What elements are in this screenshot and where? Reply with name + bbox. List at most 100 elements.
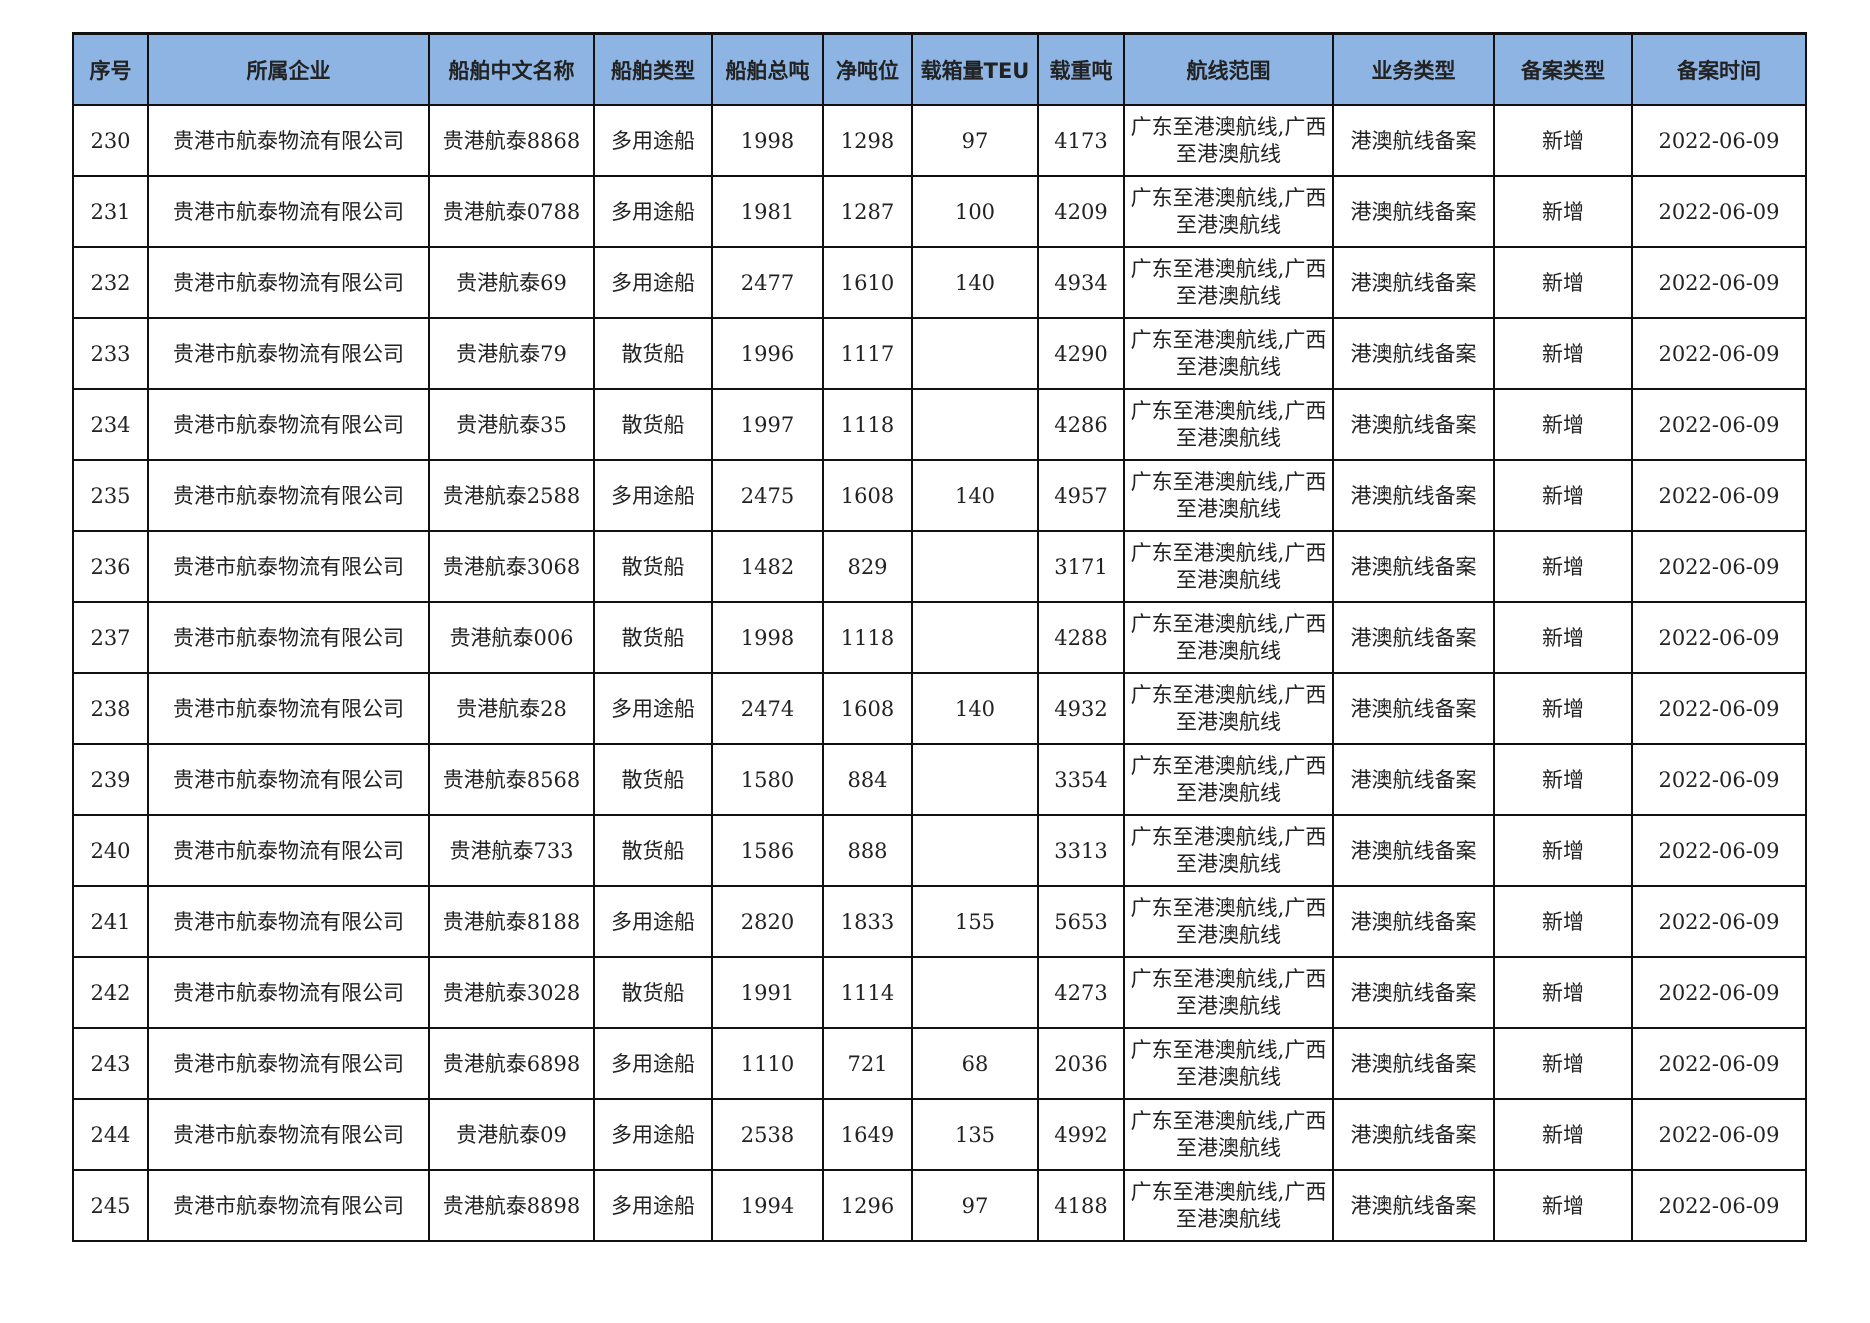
cell-ship-type: 多用途船: [593, 175, 713, 248]
cell-deadweight: 4286: [1037, 388, 1125, 461]
cell-business-type: 港澳航线备案: [1332, 459, 1495, 532]
table-row: 235 贵港市航泰物流有限公司 贵港航泰2588 多用途船 2475 1608 140 495…: [72, 459, 1807, 532]
cell-ship-name: 贵港航泰79: [428, 317, 595, 390]
cell-filing-date: 2022-06-09: [1631, 104, 1807, 177]
cell-ship-type: 多用途船: [593, 1027, 713, 1100]
column-header-deadweight: 载重吨: [1037, 32, 1125, 106]
cell-company: 贵港市航泰物流有限公司: [147, 246, 430, 319]
cell-filing-type: 新增: [1493, 175, 1633, 248]
cell-teu-capacity: 100: [911, 175, 1039, 248]
cell-filing-date: 2022-06-09: [1631, 317, 1807, 390]
cell-deadweight: 4932: [1037, 672, 1125, 745]
cell-filing-type: 新增: [1493, 743, 1633, 816]
cell-ship-type: 多用途船: [593, 459, 713, 532]
cell-business-type: 港澳航线备案: [1332, 743, 1495, 816]
cell-teu-capacity: [911, 814, 1039, 887]
table-row: 239 贵港市航泰物流有限公司 贵港航泰8568 散货船 1580 884 3354 广东至港…: [72, 743, 1807, 816]
cell-business-type: 港澳航线备案: [1332, 246, 1495, 319]
cell-ship-name: 贵港航泰0788: [428, 175, 595, 248]
cell-net-tonnage: 1296: [822, 1169, 913, 1242]
cell-business-type: 港澳航线备案: [1332, 530, 1495, 603]
cell-ship-name: 贵港航泰35: [428, 388, 595, 461]
cell-filing-type: 新增: [1493, 601, 1633, 674]
cell-teu-capacity: [911, 530, 1039, 603]
cell-net-tonnage: 721: [822, 1027, 913, 1100]
cell-route-scope: 广东至港澳航线,广西至港澳航线: [1123, 175, 1334, 248]
cell-filing-date: 2022-06-09: [1631, 672, 1807, 745]
cell-seq: 232: [72, 246, 149, 319]
cell-ship-type: 多用途船: [593, 104, 713, 177]
cell-seq: 240: [72, 814, 149, 887]
cell-ship-type: 散货船: [593, 956, 713, 1029]
table-row: 242 贵港市航泰物流有限公司 贵港航泰3028 散货船 1991 1114 4273 广东至…: [72, 956, 1807, 1029]
cell-filing-type: 新增: [1493, 672, 1633, 745]
cell-teu-capacity: 135: [911, 1098, 1039, 1171]
cell-company: 贵港市航泰物流有限公司: [147, 388, 430, 461]
cell-teu-capacity: [911, 601, 1039, 674]
column-header-net-tonnage: 净吨位: [822, 32, 913, 106]
cell-ship-name: 贵港航泰6898: [428, 1027, 595, 1100]
cell-company: 贵港市航泰物流有限公司: [147, 317, 430, 390]
column-header-company: 所属企业: [147, 32, 430, 106]
cell-route-scope: 广东至港澳航线,广西至港澳航线: [1123, 956, 1334, 1029]
cell-ship-type: 多用途船: [593, 672, 713, 745]
column-header-business-type: 业务类型: [1332, 32, 1495, 106]
cell-net-tonnage: 1117: [822, 317, 913, 390]
cell-route-scope: 广东至港澳航线,广西至港澳航线: [1123, 317, 1334, 390]
cell-ship-name: 贵港航泰3028: [428, 956, 595, 1029]
cell-ship-type: 多用途船: [593, 1098, 713, 1171]
cell-deadweight: 2036: [1037, 1027, 1125, 1100]
cell-ship-name: 贵港航泰28: [428, 672, 595, 745]
cell-net-tonnage: 1287: [822, 175, 913, 248]
column-header-filing-type: 备案类型: [1493, 32, 1633, 106]
cell-seq: 233: [72, 317, 149, 390]
cell-route-scope: 广东至港澳航线,广西至港澳航线: [1123, 814, 1334, 887]
cell-filing-type: 新增: [1493, 246, 1633, 319]
cell-gross-tonnage: 2538: [711, 1098, 824, 1171]
cell-filing-type: 新增: [1493, 814, 1633, 887]
cell-company: 贵港市航泰物流有限公司: [147, 1027, 430, 1100]
cell-gross-tonnage: 2477: [711, 246, 824, 319]
cell-route-scope: 广东至港澳航线,广西至港澳航线: [1123, 885, 1334, 958]
cell-filing-type: 新增: [1493, 388, 1633, 461]
cell-filing-type: 新增: [1493, 956, 1633, 1029]
column-header-ship-name: 船舶中文名称: [428, 32, 595, 106]
cell-deadweight: 4288: [1037, 601, 1125, 674]
table-row: 236 贵港市航泰物流有限公司 贵港航泰3068 散货船 1482 829 3171 广东至港…: [72, 530, 1807, 603]
cell-seq: 234: [72, 388, 149, 461]
cell-business-type: 港澳航线备案: [1332, 1169, 1495, 1242]
column-header-teu-capacity: 载箱量TEU: [911, 32, 1039, 106]
cell-gross-tonnage: 1998: [711, 601, 824, 674]
cell-company: 贵港市航泰物流有限公司: [147, 672, 430, 745]
cell-net-tonnage: 1608: [822, 459, 913, 532]
cell-filing-date: 2022-06-09: [1631, 1027, 1807, 1100]
cell-filing-type: 新增: [1493, 317, 1633, 390]
cell-net-tonnage: 829: [822, 530, 913, 603]
cell-deadweight: 4273: [1037, 956, 1125, 1029]
cell-company: 贵港市航泰物流有限公司: [147, 814, 430, 887]
cell-gross-tonnage: 1991: [711, 956, 824, 1029]
cell-seq: 230: [72, 104, 149, 177]
cell-seq: 231: [72, 175, 149, 248]
cell-net-tonnage: 1298: [822, 104, 913, 177]
cell-filing-type: 新增: [1493, 104, 1633, 177]
cell-deadweight: 3313: [1037, 814, 1125, 887]
cell-seq: 242: [72, 956, 149, 1029]
cell-business-type: 港澳航线备案: [1332, 388, 1495, 461]
cell-route-scope: 广东至港澳航线,广西至港澳航线: [1123, 1098, 1334, 1171]
cell-route-scope: 广东至港澳航线,广西至港澳航线: [1123, 104, 1334, 177]
cell-company: 贵港市航泰物流有限公司: [147, 601, 430, 674]
cell-filing-type: 新增: [1493, 1027, 1633, 1100]
column-header-gross-tonnage: 船舶总吨: [711, 32, 824, 106]
cell-gross-tonnage: 1994: [711, 1169, 824, 1242]
cell-company: 贵港市航泰物流有限公司: [147, 175, 430, 248]
cell-deadweight: 4992: [1037, 1098, 1125, 1171]
cell-filing-date: 2022-06-09: [1631, 246, 1807, 319]
table-body: 230 贵港市航泰物流有限公司 贵港航泰8868 多用途船 1998 1298 97 4173…: [72, 104, 1807, 1242]
cell-ship-name: 贵港航泰8898: [428, 1169, 595, 1242]
cell-net-tonnage: 1608: [822, 672, 913, 745]
cell-gross-tonnage: 2820: [711, 885, 824, 958]
cell-gross-tonnage: 2475: [711, 459, 824, 532]
cell-company: 贵港市航泰物流有限公司: [147, 956, 430, 1029]
cell-net-tonnage: 1610: [822, 246, 913, 319]
